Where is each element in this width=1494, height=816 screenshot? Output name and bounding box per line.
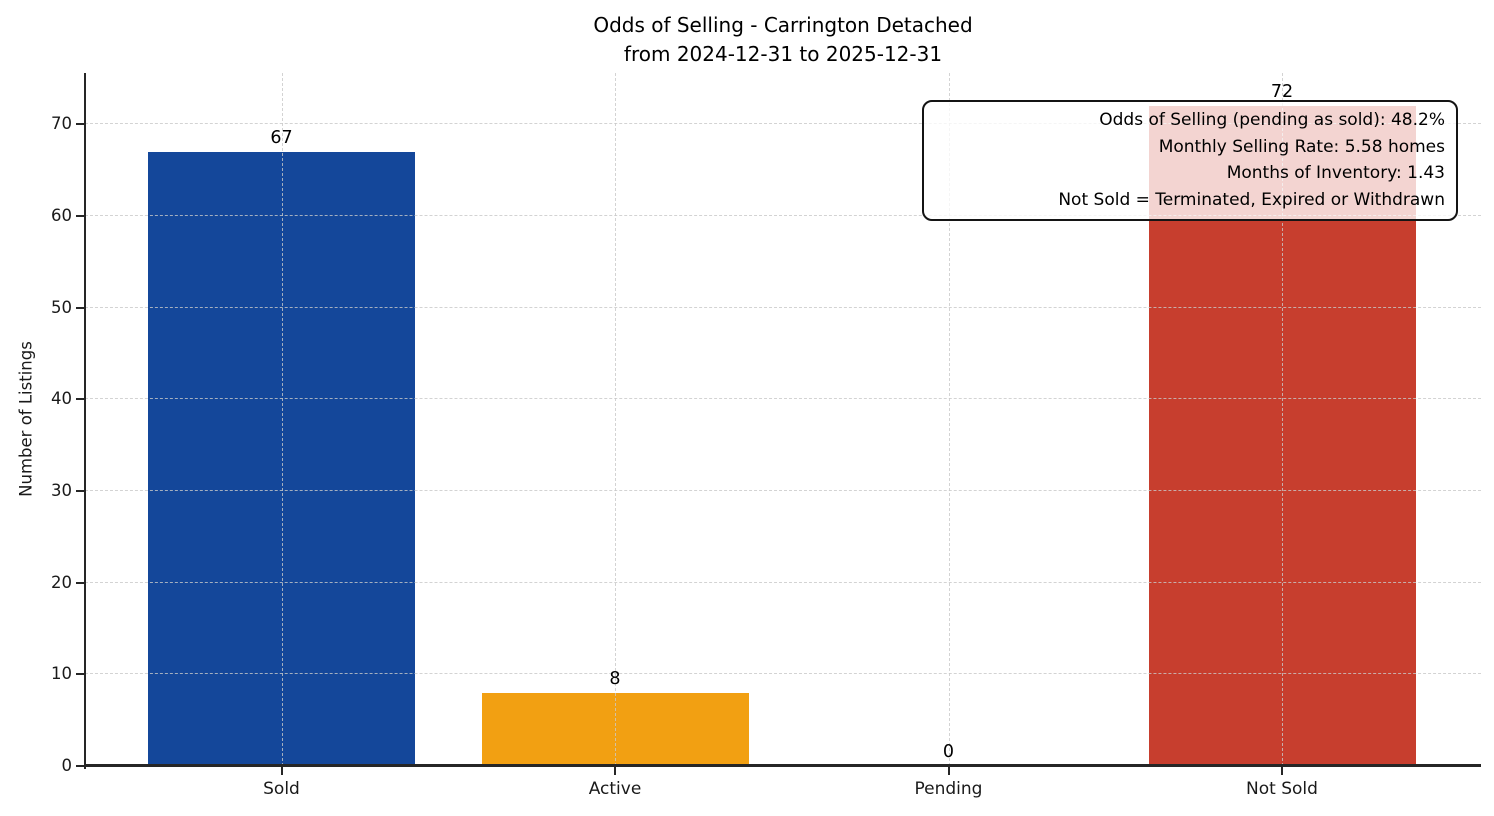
v-gridline: [281, 73, 283, 766]
chart-title: Odds of Selling - Carrington Detached fr…: [593, 11, 972, 69]
h-gridline: [85, 306, 1481, 308]
y-tick-mark: [75, 398, 84, 401]
y-tick-mark: [75, 765, 84, 767]
y-tick-label: 50: [51, 297, 72, 317]
bar-value-label: 67: [270, 127, 293, 148]
y-tick-mark: [75, 490, 84, 492]
annotation-line: Monthly Selling Rate: 5.58 homes: [1158, 136, 1445, 157]
v-gridline: [615, 73, 616, 766]
y-tick-mark: [75, 215, 84, 217]
x-axis-spine: [83, 764, 1481, 767]
y-tick-mark: [75, 581, 84, 584]
y-tick-mark: [75, 673, 84, 676]
y-axis-label: Number of Listings: [16, 341, 36, 497]
h-gridline: [85, 581, 1481, 583]
x-tick-label: Active: [588, 779, 642, 799]
v-gridline: [1282, 73, 1283, 766]
x-tick-label: Not Sold: [1246, 779, 1318, 799]
y-tick-label: 0: [61, 756, 73, 775]
annotation-line: Months of Inventory: 1.43: [1226, 163, 1445, 183]
x-tick-label: Pending: [914, 779, 983, 799]
x-tick-mark: [947, 766, 950, 775]
y-tick-mark: [75, 123, 84, 126]
x-tick-mark: [280, 766, 283, 775]
h-gridline: [85, 490, 1481, 491]
h-gridline: [85, 673, 1481, 675]
x-tick-mark: [614, 766, 616, 775]
annotation-line: Not Sold = Terminated, Expired or Withdr…: [1058, 189, 1445, 210]
annotation-box: Odds of Selling (pending as sold): 48.2%…: [922, 100, 1458, 221]
chart-title-line1: Odds of Selling - Carrington Detached: [593, 13, 973, 37]
bar-value-label: 0: [942, 742, 955, 762]
x-tick-label: Sold: [263, 779, 300, 799]
bar-value-label: 72: [1270, 82, 1294, 102]
x-tick-mark: [1281, 766, 1283, 775]
annotation-line: Odds of Selling (pending as sold): 48.2%: [1099, 110, 1445, 130]
chart-title-line2: from 2024-12-31 to 2025-12-31: [623, 42, 943, 66]
y-tick-mark: [75, 306, 84, 309]
y-tick-label: 60: [51, 206, 72, 225]
h-gridline: [85, 123, 1481, 125]
h-gridline: [85, 215, 1481, 216]
bar-value-label: 8: [609, 668, 621, 689]
v-gridline: [948, 73, 950, 766]
y-axis-spine: [83, 73, 86, 769]
y-tick-label: 70: [51, 114, 72, 134]
y-tick-label: 10: [51, 664, 72, 684]
h-gridline: [85, 398, 1481, 400]
y-tick-label: 40: [51, 389, 72, 409]
y-tick-label: 30: [51, 481, 72, 500]
y-tick-label: 20: [51, 572, 72, 592]
